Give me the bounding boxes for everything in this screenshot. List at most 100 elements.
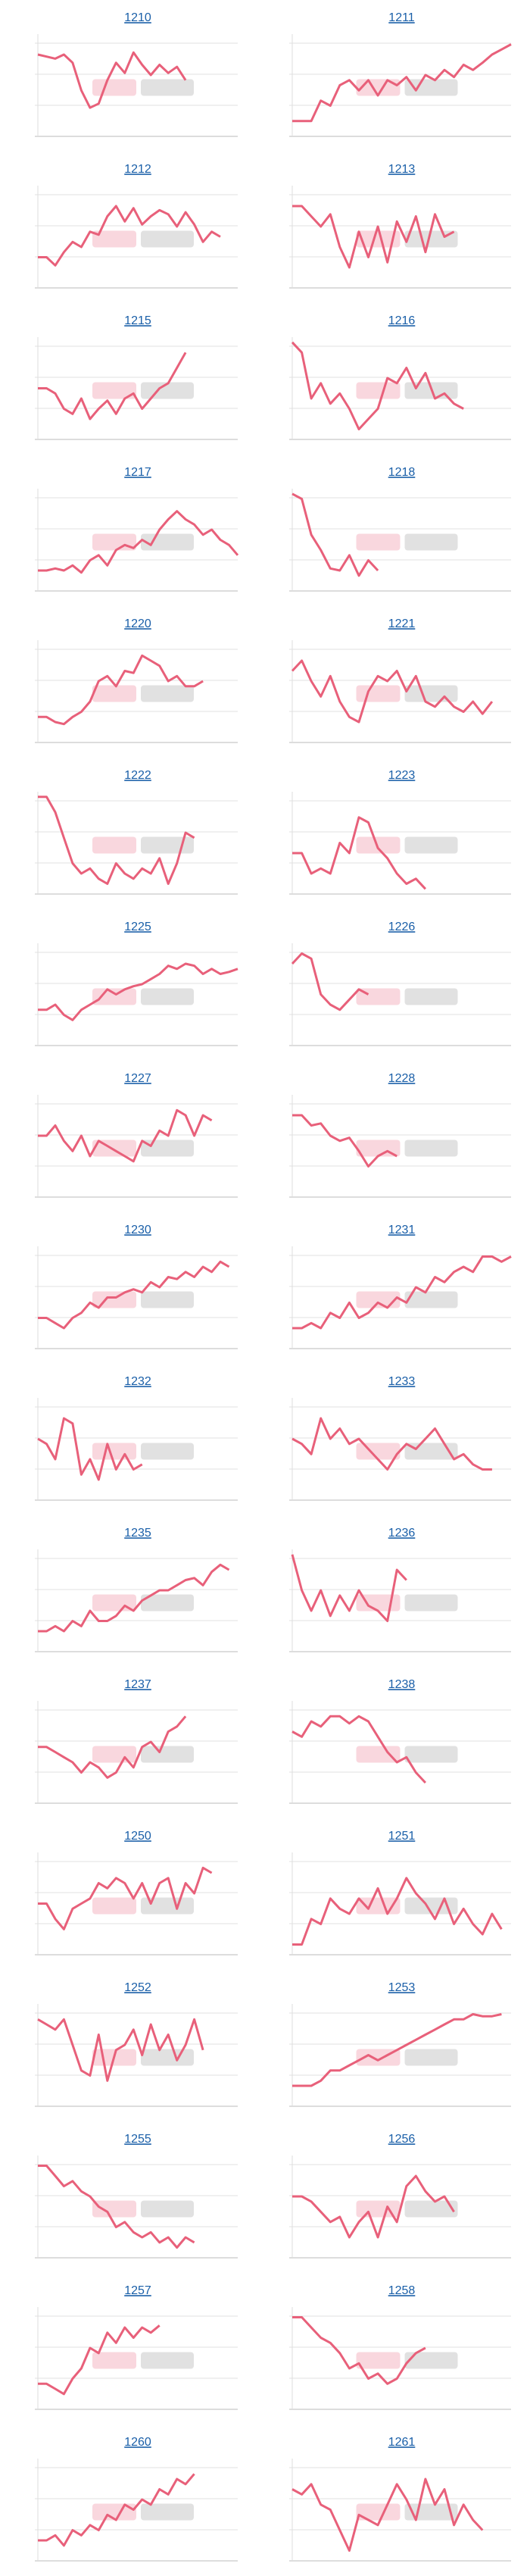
watermark: [92, 2503, 136, 2521]
watermark: [141, 2352, 194, 2369]
chart-title[interactable]: 1211: [388, 11, 415, 24]
data-line: [292, 205, 455, 269]
watermark: [92, 988, 136, 1005]
chart-title[interactable]: 1221: [388, 617, 416, 630]
data-line: [292, 1877, 503, 1946]
chart: 1250: [35, 1830, 238, 1955]
watermark: [356, 79, 401, 96]
data-line: [292, 492, 379, 577]
watermark: [404, 988, 458, 1005]
chart-title[interactable]: 1250: [124, 1830, 151, 1843]
data-line: [292, 1715, 426, 1784]
chart-title[interactable]: 1216: [388, 314, 416, 327]
chart-title[interactable]: 1261: [388, 2436, 416, 2449]
chart-title[interactable]: 1230: [124, 1224, 151, 1236]
watermark: [92, 79, 136, 96]
data-line: [38, 1260, 230, 1330]
chart: 1210: [35, 11, 238, 137]
watermark: [141, 685, 194, 702]
watermark: [404, 836, 458, 854]
chart-title[interactable]: 1220: [124, 617, 151, 630]
chart: 1230: [35, 1224, 238, 1349]
chart: 1227: [35, 1072, 238, 1198]
watermark: [141, 1746, 194, 1763]
data-line: [292, 2478, 484, 2552]
chart-title[interactable]: 1237: [124, 1678, 151, 1691]
chart-title[interactable]: 1236: [388, 1527, 416, 1540]
data-line: [292, 1417, 492, 1471]
chart-title[interactable]: 1228: [388, 1072, 416, 1085]
chart-title[interactable]: 1226: [388, 921, 416, 933]
chart-title[interactable]: 1257: [124, 2284, 151, 2297]
chart: 1238: [289, 1678, 511, 1804]
chart-title[interactable]: 1218: [388, 466, 416, 479]
chart-title[interactable]: 1233: [388, 1375, 416, 1388]
watermark: [141, 1140, 194, 1157]
chart: 1218: [289, 466, 511, 592]
chart: 1217: [35, 466, 239, 592]
chart: 1225: [35, 921, 238, 1046]
watermark: [356, 2352, 401, 2369]
watermark: [404, 79, 458, 96]
chart-title[interactable]: 1217: [124, 466, 151, 479]
chart-title[interactable]: 1252: [124, 1981, 151, 1994]
chart-title[interactable]: 1231: [388, 1224, 416, 1236]
chart: 1232: [35, 1375, 238, 1501]
chart: 1231: [289, 1224, 512, 1349]
watermark: [92, 533, 136, 551]
watermark: [356, 1291, 401, 1308]
chart: 1233: [289, 1375, 511, 1501]
watermark: [141, 836, 194, 854]
watermark: [356, 2503, 401, 2521]
watermark: [404, 1746, 458, 1763]
data-line: [38, 654, 204, 726]
chart-title[interactable]: 1215: [124, 314, 151, 327]
chart-title[interactable]: 1258: [388, 2284, 416, 2297]
chart: 1235: [35, 1527, 238, 1652]
data-line: [38, 2473, 195, 2547]
chart-title[interactable]: 1223: [388, 769, 416, 782]
chart-title[interactable]: 1222: [124, 769, 151, 782]
chart-title[interactable]: 1253: [388, 1981, 416, 1994]
data-line: [291, 659, 494, 724]
chart: 1253: [289, 1981, 511, 2107]
data-line: [38, 1108, 213, 1163]
watermark: [92, 836, 136, 854]
chart-title[interactable]: 1260: [124, 2436, 151, 2449]
chart-title[interactable]: 1238: [388, 1678, 416, 1691]
chart: 1223: [289, 769, 511, 895]
chart-title[interactable]: 1227: [124, 1072, 151, 1085]
chart: 1251: [289, 1830, 511, 1955]
chart: 1256: [289, 2133, 511, 2259]
watermark: [404, 685, 458, 702]
watermark: [141, 1897, 194, 1915]
watermark: [404, 1140, 458, 1157]
data-line: [292, 2316, 426, 2385]
data-line: [37, 2018, 204, 2082]
chart: 1215: [35, 314, 238, 440]
watermark: [141, 230, 194, 248]
chart: 1216: [289, 314, 511, 440]
chart-title[interactable]: 1225: [124, 921, 151, 933]
data-line: [292, 2013, 502, 2087]
watermark: [356, 836, 401, 854]
watermark: [404, 1594, 458, 1612]
watermark: [92, 1291, 136, 1308]
chart-title[interactable]: 1213: [388, 163, 416, 176]
watermark: [356, 1746, 401, 1763]
chart-title[interactable]: 1210: [124, 11, 151, 24]
data-line: [291, 1554, 407, 1622]
watermark: [141, 79, 194, 96]
chart-title[interactable]: 1232: [124, 1375, 151, 1388]
data-line: [37, 1417, 143, 1481]
watermark: [141, 2503, 194, 2521]
chart-title[interactable]: 1235: [124, 1527, 151, 1540]
data-line: [38, 962, 238, 1021]
chart-title[interactable]: 1256: [388, 2133, 416, 2146]
chart: 1236: [289, 1527, 511, 1652]
chart-title[interactable]: 1255: [124, 2133, 151, 2146]
chart-title[interactable]: 1212: [124, 163, 151, 176]
chart: 1220: [35, 617, 238, 743]
chart-title[interactable]: 1251: [388, 1830, 416, 1843]
